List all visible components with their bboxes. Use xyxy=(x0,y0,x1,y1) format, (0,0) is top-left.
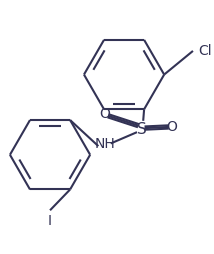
Text: O: O xyxy=(166,120,177,134)
Text: Cl: Cl xyxy=(198,44,212,58)
Text: I: I xyxy=(48,214,52,228)
Text: NH: NH xyxy=(94,137,115,151)
Text: O: O xyxy=(99,107,110,121)
Text: S: S xyxy=(137,122,146,137)
